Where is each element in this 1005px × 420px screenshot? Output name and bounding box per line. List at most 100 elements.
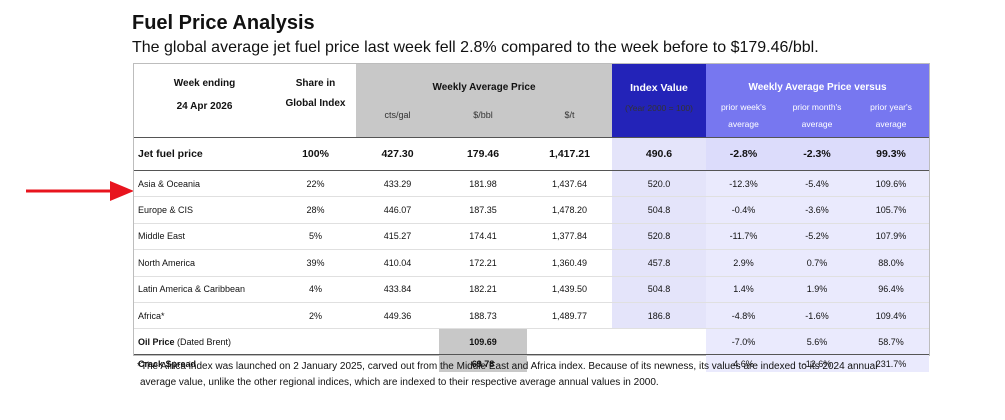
vs-month-cell: -5.4% [781, 170, 853, 198]
dollar-bbl-cell: 187.35 [439, 196, 527, 224]
vs-year-cell: 105.7% [853, 196, 929, 224]
index-cell: 504.8 [612, 276, 706, 303]
share-cell: 22% [275, 170, 356, 198]
unit-dollar-bbl: $/bbl [473, 110, 493, 120]
row-label: Crack Spread [138, 358, 197, 369]
vs-week-cell: 2.9% [706, 249, 781, 277]
index-cell: 504.8 [612, 196, 706, 224]
row-label: Jet fuel price [134, 137, 275, 171]
vs-month-cell: -5.2% [781, 223, 853, 251]
vs-month-cell: 5.6% [781, 328, 853, 356]
share-cell: 39% [275, 249, 356, 277]
vs-year-cell: 109.6% [853, 170, 929, 198]
vs-week-cell: 4.6% [706, 354, 781, 373]
week-ending-date: 24 Apr 2026 [176, 101, 233, 112]
vs-month-cell: -1.6% [781, 302, 853, 330]
vs-month-cell: 0.7% [781, 249, 853, 277]
dollar-t-cell: 1,478.20 [527, 196, 612, 224]
dollar-t-cell: 1,489.77 [527, 302, 612, 330]
cts-gal-cell: 449.36 [356, 302, 439, 330]
dollar-bbl-cell: 182.21 [439, 276, 527, 303]
cts-gal-cell: 415.27 [356, 223, 439, 251]
table-row: Middle East 5% 415.27 174.41 1,377.84 52… [134, 223, 929, 251]
cts-gal-cell: 410.04 [356, 249, 439, 277]
vs-week-cell: -2.8% [706, 137, 781, 171]
dollar-bbl-cell: 179.46 [439, 137, 527, 171]
dollar-bbl-cell: 172.21 [439, 249, 527, 277]
vs-week-cell: -7.0% [706, 328, 781, 356]
index-value-header: Index Value (Year 2000 = 100) [612, 64, 706, 138]
share-header: Share in Global Index [275, 64, 356, 138]
index-cell: 520.0 [612, 170, 706, 198]
index-cell: 520.8 [612, 223, 706, 251]
versus-label: Weekly Average Price versus [748, 82, 887, 93]
weekly-average-label: Weekly Average Price [432, 82, 536, 93]
vs-month-cell: -12.6% [781, 354, 853, 373]
table-row: Africa* 2% 449.36 188.73 1,489.77 186.8 … [134, 302, 929, 330]
vs-prior-year-label: prior year's average [870, 102, 912, 129]
week-ending-header: Week ending 24 Apr 2026 [134, 64, 275, 138]
vs-year-cell: 231.7% [853, 354, 929, 373]
row-label: Africa* [134, 302, 275, 330]
vs-week-cell: 1.4% [706, 276, 781, 303]
table-row-crack-spread: Crack Spread 69.78 4.6% -12.6% 231.7% [134, 354, 929, 373]
index-cell: 186.8 [612, 302, 706, 330]
vs-year-cell: 107.9% [853, 223, 929, 251]
share-label-1: Share in [295, 78, 336, 89]
table-row: Asia & Oceania 22% 433.29 181.98 1,437.6… [134, 170, 929, 198]
vs-week-cell: -4.8% [706, 302, 781, 330]
dollar-t-cell: 1,437.64 [527, 170, 612, 198]
table-row: Latin America & Caribbean 4% 433.84 182.… [134, 276, 929, 303]
row-label: Oil Price (Dated Brent) [134, 328, 275, 356]
vs-year-cell: 58.7% [853, 328, 929, 356]
week-ending-label: Week ending [173, 78, 236, 89]
vs-month-cell: -2.3% [781, 137, 853, 171]
vs-year-cell: 88.0% [853, 249, 929, 277]
vs-prior-week-label: prior week's average [720, 102, 767, 129]
dollar-t-cell: 1,377.84 [527, 223, 612, 251]
share-cell: 5% [275, 223, 356, 251]
share-cell: 28% [275, 196, 356, 224]
row-label: Middle East [134, 223, 275, 251]
dollar-t-cell: 1,360.49 [527, 249, 612, 277]
dollar-bbl-cell: 109.69 [439, 328, 527, 356]
weekly-average-header: Weekly Average Price cts/gal $/bbl $/t [356, 64, 612, 138]
dollar-bbl-cell: 181.98 [439, 170, 527, 198]
unit-cts-gal: cts/gal [384, 110, 411, 120]
dollar-bbl-cell: 188.73 [439, 302, 527, 330]
cts-gal-cell: 427.30 [356, 137, 439, 171]
table-header-row: Week ending 24 Apr 2026 Share in Global … [134, 64, 929, 138]
fuel-price-table: Week ending 24 Apr 2026 Share in Global … [134, 64, 929, 373]
vs-week-cell: -0.4% [706, 196, 781, 224]
dollar-t-cell: 1,439.50 [527, 276, 612, 303]
dollar-t-cell: 1,417.21 [527, 137, 612, 171]
vs-year-cell: 96.4% [853, 276, 929, 303]
vs-week-cell: -11.7% [706, 223, 781, 251]
share-cell: 100% [275, 137, 356, 171]
vs-week-cell: -12.3% [706, 170, 781, 198]
row-label: North America [134, 249, 275, 277]
share-label-2: Global Index [285, 98, 346, 109]
vs-year-cell: 109.4% [853, 302, 929, 330]
page-title: Fuel Price Analysis [132, 12, 315, 34]
index-value-unit: (Year 2000 = 100) [625, 103, 693, 113]
dollar-bbl-cell: 69.78 [439, 354, 527, 373]
table-row-oil-price: Oil Price (Dated Brent) 109.69 -7.0% 5.6… [134, 328, 929, 356]
share-cell: 2% [275, 302, 356, 330]
unit-dollar-t: $/t [564, 110, 575, 120]
share-cell: 4% [275, 276, 356, 303]
row-label: Europe & CIS [134, 196, 275, 224]
fuel-price-table-frame: Week ending 24 Apr 2026 Share in Global … [133, 63, 930, 373]
dollar-bbl-cell: 174.41 [439, 223, 527, 251]
cts-gal-cell: 433.84 [356, 276, 439, 303]
row-label: Asia & Oceania [134, 170, 275, 198]
footnote-line-2: average value, unlike the other regional… [140, 377, 659, 388]
cts-gal-cell: 446.07 [356, 196, 439, 224]
index-cell: 490.6 [612, 137, 706, 171]
table-row: North America 39% 410.04 172.21 1,360.49… [134, 249, 929, 277]
row-label: Latin America & Caribbean [134, 276, 275, 303]
footnote: *The Africa index was launched on 2 Janu… [137, 359, 937, 391]
table-row-jet-fuel: Jet fuel price 100% 427.30 179.46 1,417.… [134, 137, 929, 171]
table-row: Europe & CIS 28% 446.07 187.35 1,478.20 … [134, 196, 929, 224]
vs-prior-month-label: prior month's average [792, 102, 842, 129]
